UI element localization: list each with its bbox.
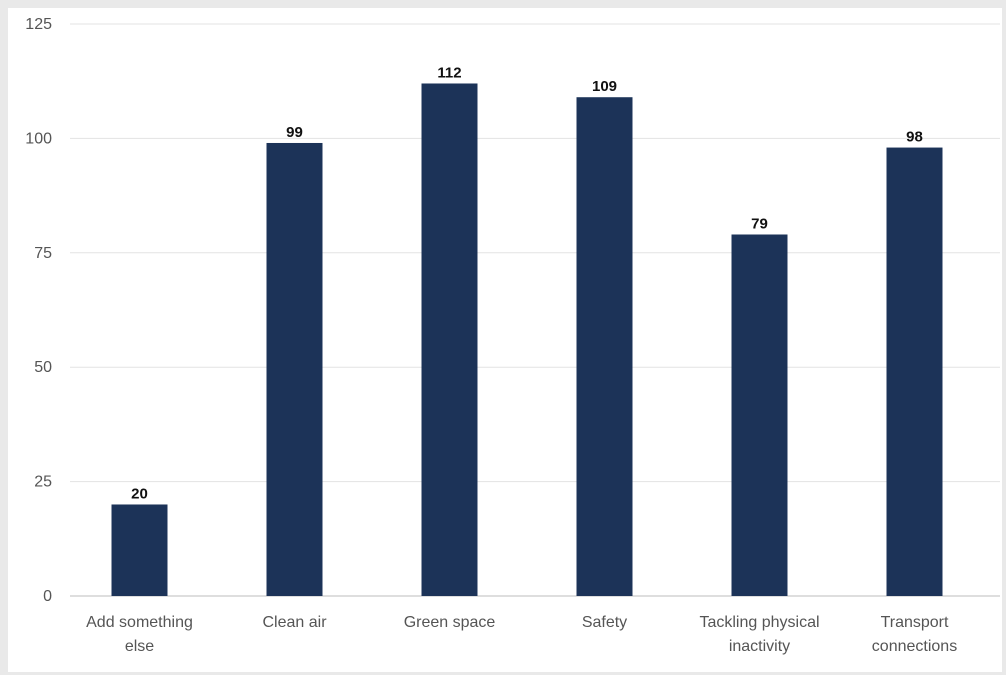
y-tick-label: 0 xyxy=(43,588,52,605)
x-category-label: Add something else xyxy=(86,614,193,655)
bar xyxy=(731,234,788,596)
x-category-label: Safety xyxy=(582,614,627,631)
y-tick-label: 50 xyxy=(34,359,52,376)
data-labels: 20 99 112 109 79 98 xyxy=(131,64,923,502)
data-label: 99 xyxy=(286,124,303,141)
x-category-label: Clean air xyxy=(262,614,327,631)
x-category-label: Green space xyxy=(404,614,496,631)
data-label: 79 xyxy=(751,215,768,232)
x-axis-categories: Add something else Clean air Green space Saf… xyxy=(86,614,957,655)
data-label: 112 xyxy=(437,64,461,81)
x-category-label: Tackling physical inactivity xyxy=(699,614,819,655)
y-tick-label: 25 xyxy=(34,474,52,491)
data-label: 20 xyxy=(131,485,148,502)
y-tick-label: 100 xyxy=(25,130,52,147)
y-tick-label: 75 xyxy=(34,245,52,262)
chart-card: 0 25 50 75 100 125 20 99 112 109 79 98 Add somethi… xyxy=(8,8,1002,672)
bar xyxy=(576,97,633,596)
bar xyxy=(886,147,943,596)
x-category-label: Transport connections xyxy=(872,614,957,655)
data-label: 109 xyxy=(592,78,617,95)
bar xyxy=(111,504,168,596)
bars xyxy=(111,83,943,597)
data-label: 98 xyxy=(906,129,923,146)
gridlines xyxy=(70,23,1000,597)
y-tick-label: 125 xyxy=(25,16,52,33)
bar-chart: 0 25 50 75 100 125 20 99 112 109 79 98 Add somethi… xyxy=(25,16,1000,655)
y-axis-ticks: 0 25 50 75 100 125 xyxy=(25,16,52,605)
bar xyxy=(421,83,478,597)
bar xyxy=(266,142,323,596)
